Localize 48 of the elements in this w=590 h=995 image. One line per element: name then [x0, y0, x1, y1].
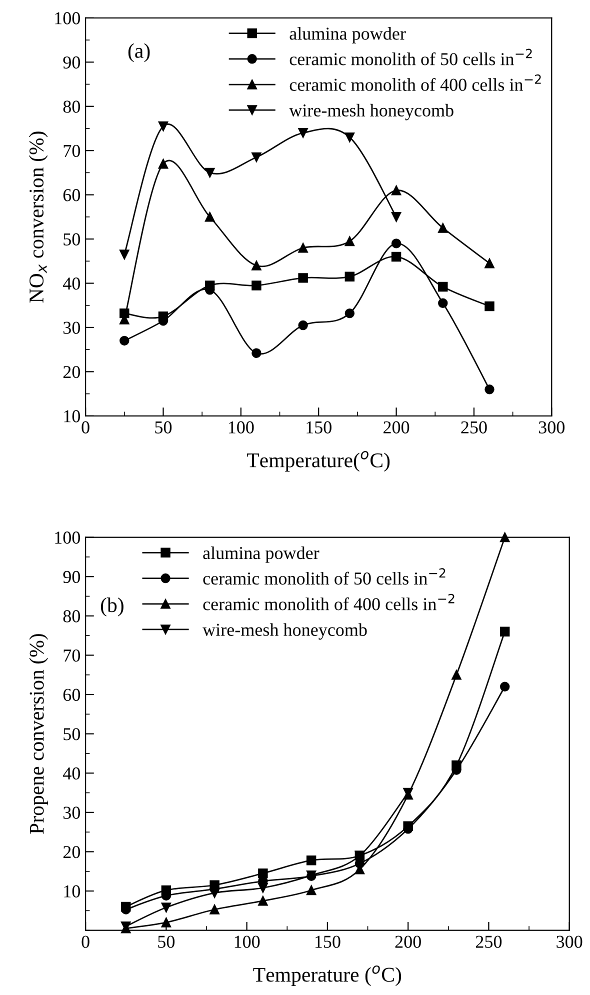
x-tick-label: 300 [556, 936, 582, 948]
y-tick-label: 80 [63, 100, 80, 113]
y-tick-label: 30 [63, 806, 80, 819]
x-tick-label: 150 [306, 421, 332, 434]
legend-label: wire-mesh honeycomb [202, 623, 367, 640]
y-tick-label: 90 [63, 56, 80, 69]
y-tick-label: 60 [63, 189, 80, 202]
y-tick-label: 10 [64, 410, 80, 422]
y-tick-label: 70 [64, 144, 80, 158]
x-tick-label: 250 [476, 936, 502, 948]
x-tick-label: 150 [315, 936, 340, 948]
y-tick-label: 90 [63, 570, 80, 584]
y-axis-title: NO$_{x}$ conversion (%) [28, 132, 48, 303]
y-tick-label: 20 [63, 846, 80, 858]
legend-label: ceramic monolith of 400 cells in$^{−2}$ [290, 74, 541, 91]
legend-label: ceramic monolith of 50 cells in$^{−2}$ [203, 568, 446, 585]
x-tick-label: 200 [395, 936, 421, 948]
x-tick-label: 50 [155, 421, 172, 434]
y-tick-label: 60 [63, 688, 80, 701]
legend-label: alumina powder [203, 546, 320, 563]
x-tick-label: 100 [228, 421, 254, 434]
y-tick-label: 100 [55, 12, 80, 24]
legend-label: wire-mesh honeycomb [289, 104, 454, 120]
legend-label: ceramic monolith of 400 cells in$^{−2}$ [203, 594, 454, 610]
y-tick-label: 30 [63, 322, 80, 334]
x-tick-label: 200 [384, 421, 410, 434]
x-tick-label: 300 [538, 421, 565, 434]
y-tick-label: 50 [64, 728, 80, 740]
legend-label: alumina powder [290, 27, 406, 44]
legend-label: ceramic monolith of 50 cells in$^{−2}$ [290, 48, 532, 66]
annotation: (a) [128, 43, 150, 62]
y-tick-label: 40 [62, 767, 80, 780]
annotation: (b) [100, 598, 124, 616]
x-tick-label: 50 [158, 936, 175, 948]
x-axis-title: Temperature ($^{o}$C) [253, 965, 402, 986]
y-tick-label: 10 [64, 885, 80, 898]
y-tick-label: 70 [64, 649, 80, 662]
x-axis-title: Temperature($^{o}$C) [247, 451, 390, 472]
y-tick-label: 40 [62, 278, 80, 290]
y-tick-label: 80 [63, 610, 80, 622]
x-tick-label: 100 [234, 936, 260, 948]
x-tick-label: 0 [82, 936, 90, 948]
x-tick-label: 0 [82, 421, 90, 434]
y-axis-title: Propene conversion (%) [29, 634, 48, 834]
y-tick-label: 100 [55, 532, 80, 544]
x-tick-label: 250 [461, 421, 487, 434]
y-tick-label: 50 [64, 233, 80, 246]
y-tick-label: 20 [63, 366, 80, 378]
